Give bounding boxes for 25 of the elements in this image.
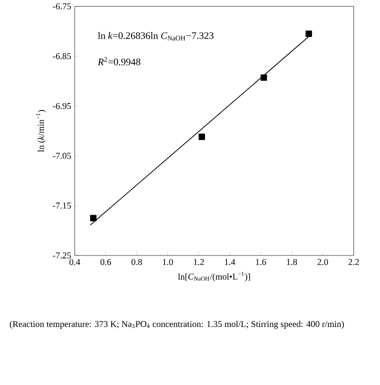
annotation: ln k=0.26836ln C$_{NaOH}$−7.323: [98, 32, 214, 40]
y-tick-label: -6.85: [53, 53, 72, 60]
point: [198, 134, 206, 140]
y-tick-label: -7.05: [53, 152, 72, 159]
point: [90, 214, 97, 222]
x-tick-label: 0.6: [100, 258, 112, 266]
x-tick-label: 1.6: [256, 258, 266, 265]
x-tick-label: 1.0: [163, 258, 174, 266]
x-tick-label: 1.4: [225, 258, 236, 265]
annotation: R$^{2}$=0.9948: [98, 56, 141, 66]
point: [306, 30, 312, 37]
x-tick-label: 2.0: [318, 258, 328, 266]
y-axis-title: ln (k/min$^{−1}$): [36, 110, 46, 152]
x-tick-label: 1.2: [194, 258, 204, 265]
x-tick-label: 0.8: [132, 258, 142, 266]
y-tick-label: -7.25: [53, 252, 72, 258]
x-tick-label: 0.4: [70, 258, 80, 266]
x-axis-title: ln[C$_{NaOH}$/(mol•L$^{−1}$)]: [178, 272, 250, 282]
y-tick-label: -6.95: [53, 102, 72, 109]
text: (Reaction temperature: 373 K; Na$_{3}$PO$_{4}$ concentration: 1.35 mol/L; Stirring speed: 400 r/min): [10, 320, 344, 329]
y-tick-label: -6.75: [53, 3, 72, 10]
point: [260, 74, 268, 81]
x-tick-label: 2.2: [348, 258, 360, 265]
x-tick-label: 1.8: [287, 258, 298, 266]
y-tick-label: -7.15: [53, 202, 72, 209]
